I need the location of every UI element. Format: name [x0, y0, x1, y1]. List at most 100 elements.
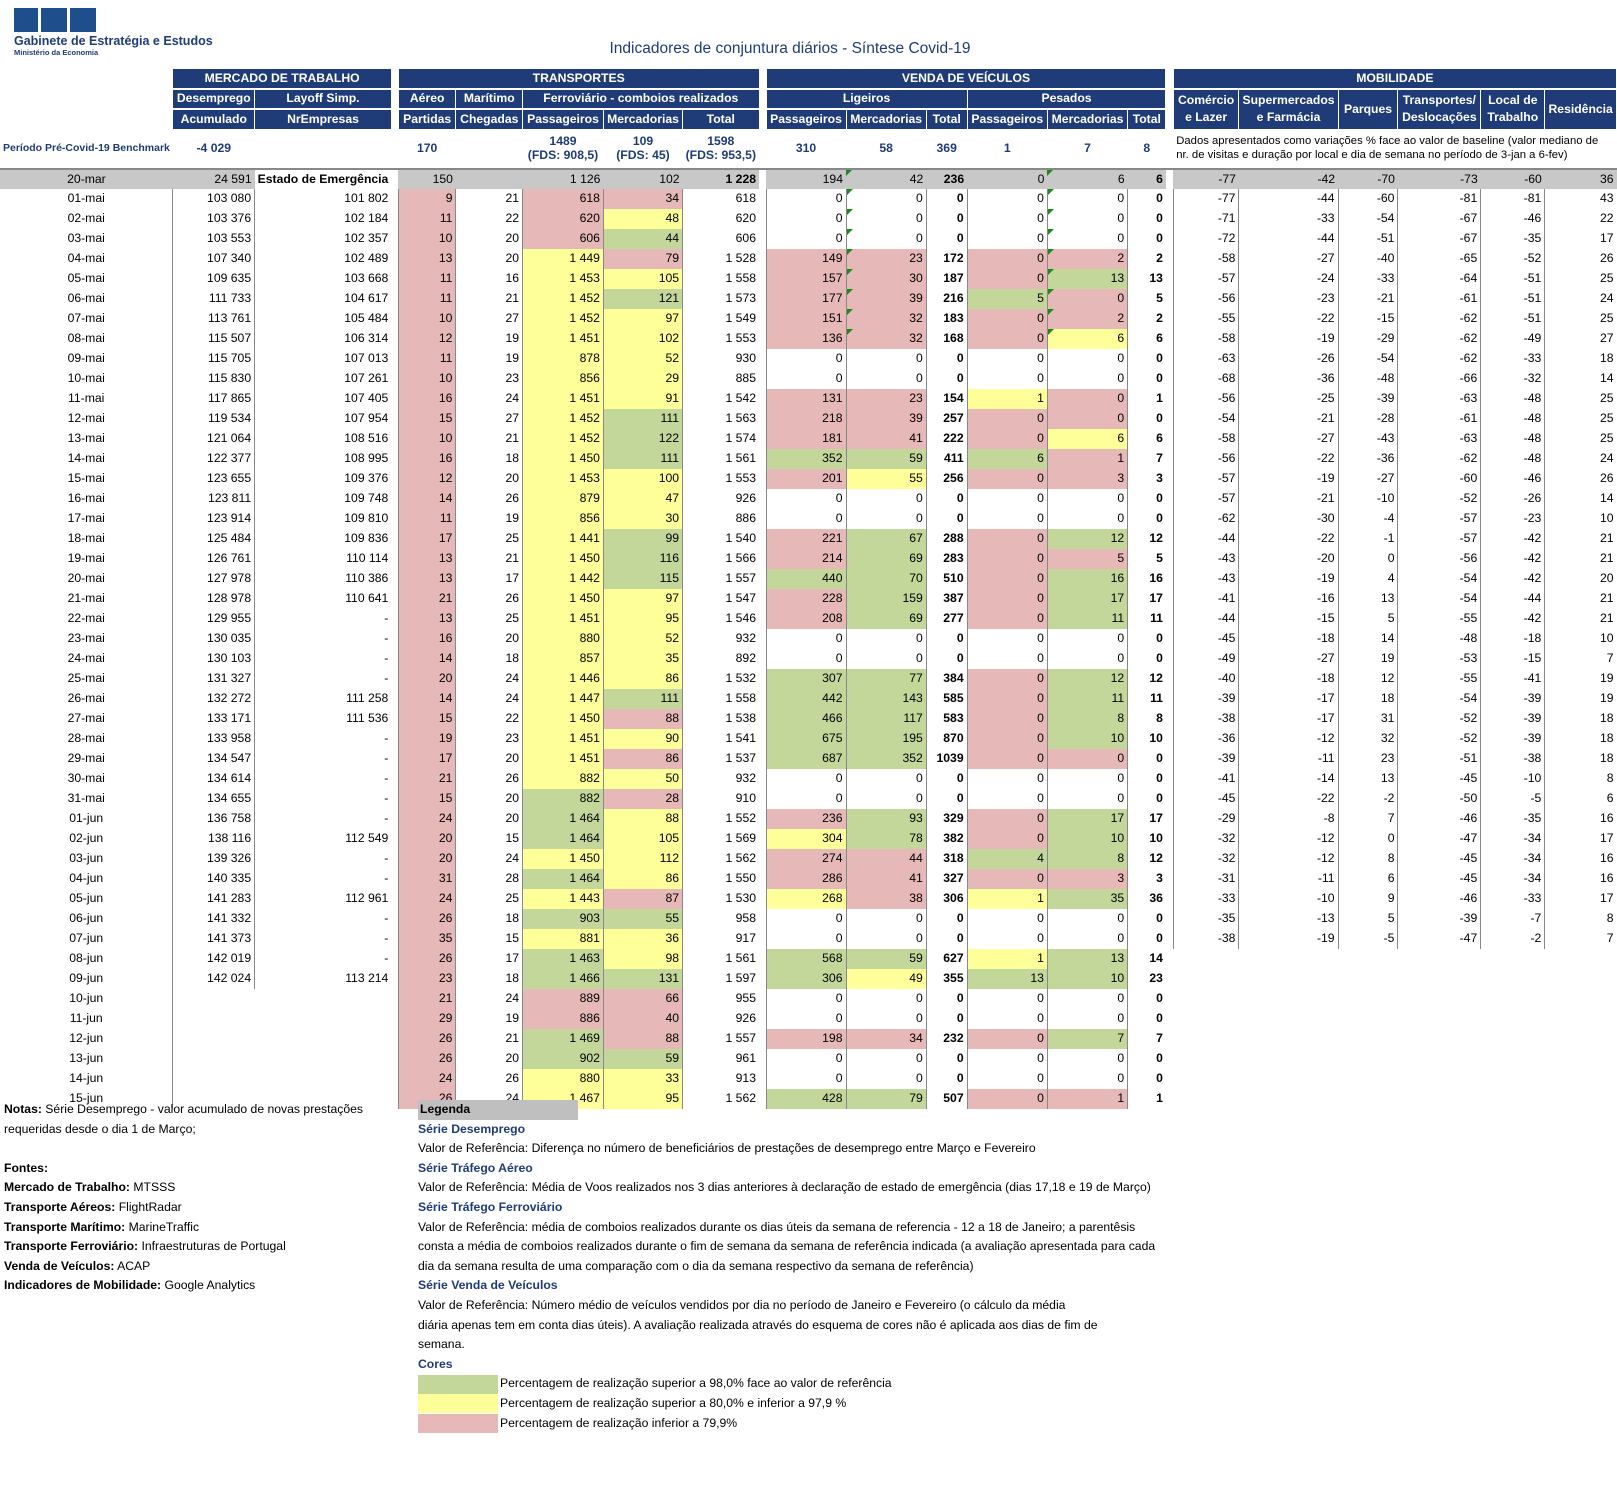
cell-text: 198 [822, 1031, 843, 1045]
spacer [391, 508, 399, 529]
value-cell: 510 [925, 568, 968, 589]
value-cell: 12 [397, 328, 456, 349]
value-cell: -16 [1238, 588, 1339, 609]
cell-text: 16 [505, 271, 520, 285]
cell-text: 117 [903, 711, 923, 725]
cell-text: 1 452 [569, 291, 600, 305]
value-cell: 187 [925, 268, 968, 289]
cell-text: 0 [1156, 991, 1163, 1005]
cell-text: 105 484 [344, 311, 389, 325]
value-cell: 20 [455, 628, 523, 649]
cell-text: 49 [909, 971, 923, 985]
cell-text: 1 443 [569, 891, 600, 905]
cell-text: 109 836 [344, 531, 389, 545]
cell-text: 910 [735, 791, 756, 805]
value-cell: 67 [845, 528, 927, 549]
cell-text: 24 [438, 1071, 453, 1085]
value-cell: 19 [455, 508, 523, 529]
value-cell: -45 [1397, 768, 1481, 789]
spacer [391, 528, 399, 549]
date-cell: 06-jun [0, 908, 174, 929]
value-cell [1481, 989, 1545, 1009]
cell-text: 0 [916, 791, 923, 805]
cell-text: 620 [579, 211, 600, 225]
value-cell: - [254, 848, 392, 869]
cell-text: 7 [1117, 1031, 1125, 1045]
value-cell: 8 [1127, 708, 1166, 729]
cell-text: 13 [1110, 951, 1125, 965]
cell-text: -12 [1316, 731, 1335, 745]
value-cell: 119 534 [172, 408, 255, 429]
cell-text: -51 [1459, 751, 1478, 765]
value-cell: 21 [455, 428, 523, 449]
value-cell: 16 [397, 628, 456, 649]
cell-text: 127 978 [207, 571, 252, 585]
spacer [1165, 308, 1174, 329]
cell-text: 687 [822, 751, 843, 765]
cell-text: - [384, 671, 389, 685]
value-cell: - [254, 928, 392, 949]
value-cell: 29 [397, 1008, 456, 1029]
value-cell: 129 955 [172, 608, 255, 629]
value-cell: 917 [682, 928, 759, 949]
cell-text: 11-mai [68, 391, 105, 405]
value-cell: 107 405 [254, 388, 392, 409]
value-cell: 1039 [925, 748, 968, 769]
cell-text: 17 [1599, 231, 1614, 245]
value-cell: 141 373 [172, 928, 255, 949]
cell-text: -61 [1459, 411, 1478, 425]
spacer [391, 888, 399, 909]
cell-text: 0 [1387, 831, 1395, 845]
cell-text: 7 [1606, 651, 1614, 665]
cell-text: 0 [956, 231, 964, 245]
value-cell: 24 [397, 888, 456, 909]
cell-text: 52 [665, 351, 680, 365]
value-cell: -10 [1480, 768, 1545, 789]
cell-text: 24 [505, 691, 520, 705]
value-cell: 31 [397, 868, 456, 889]
value-cell: 903 [522, 908, 604, 929]
value-cell: 23 [845, 248, 927, 269]
value-cell: 0 [925, 928, 968, 949]
value-cell: 958 [682, 908, 759, 929]
cell-text: 136 [822, 331, 843, 345]
cell-text: 24-mai [67, 651, 105, 665]
cell-text: -5 [1530, 791, 1542, 805]
value-cell: 0 [1127, 648, 1166, 669]
value-cell: 39 [845, 288, 927, 309]
value-cell: 11 [1127, 688, 1166, 709]
value-cell: 0 [966, 588, 1048, 609]
value-cell: 112 549 [254, 828, 392, 849]
cell-text: -26 [1316, 351, 1335, 365]
cell-text: 1 450 [569, 851, 600, 865]
cell-text: 187 [943, 271, 964, 285]
cell-text: - [384, 871, 389, 885]
spacer [1165, 928, 1174, 949]
cell-text: 10 [1149, 731, 1163, 745]
value-cell: 172 [925, 248, 968, 269]
cell-text: 1 450 [569, 591, 600, 605]
value-cell: -11 [1238, 868, 1339, 889]
value-cell: 21 [397, 988, 456, 1009]
cell-text: 112 [659, 851, 680, 865]
cell-text: 1 466 [569, 971, 600, 985]
value-cell [1338, 969, 1398, 989]
value-cell: 32 [845, 328, 927, 349]
spacer [391, 288, 399, 309]
cell-text: 103 080 [207, 191, 252, 205]
value-cell: 0 [845, 188, 927, 209]
cell-text: 955 [735, 991, 756, 1005]
cell-text: 1 463 [569, 951, 600, 965]
cell-text: 17 [438, 751, 453, 765]
value-cell: -32 [1172, 848, 1239, 869]
table-row: 03-mai 103 553 102 357 10 20 606 44 606 0 0 0 0 0 0 -7… [0, 228, 1617, 249]
cell-text: 3 [1156, 471, 1163, 485]
value-cell: 0 [765, 368, 846, 389]
cell-text: 236 [943, 171, 965, 186]
value-cell: 0 [1046, 508, 1128, 529]
date-cell: 12-mai [0, 408, 174, 429]
cell-text: 1 569 [725, 831, 757, 845]
cell-text: 34 [909, 1031, 923, 1045]
value-cell: 507 [925, 1088, 968, 1109]
spacer [759, 928, 766, 949]
